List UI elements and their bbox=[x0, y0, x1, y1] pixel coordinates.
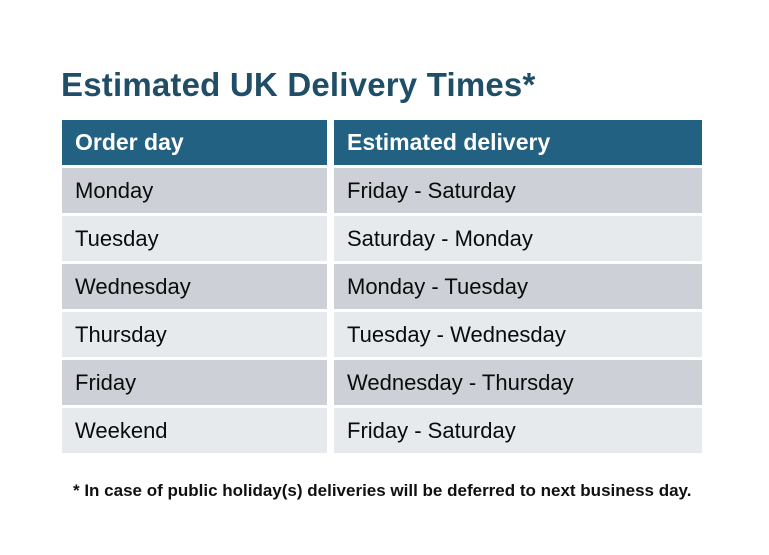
table-cell: Friday - Saturday bbox=[334, 168, 702, 213]
table-cell: Tuesday bbox=[62, 216, 327, 261]
footnote: * In case of public holiday(s) deliverie… bbox=[73, 481, 692, 500]
table-cell: Monday bbox=[62, 168, 327, 213]
delivery-table: Order day Estimated delivery Monday Frida… bbox=[62, 120, 702, 453]
header-cell-estimated-delivery: Estimated delivery bbox=[334, 120, 702, 165]
page-title: Estimated UK Delivery Times* bbox=[61, 66, 536, 104]
table-cell: Friday - Saturday bbox=[334, 408, 702, 453]
table-cell: Monday - Tuesday bbox=[334, 264, 702, 309]
table-cell: Saturday - Monday bbox=[334, 216, 702, 261]
table-cell: Friday bbox=[62, 360, 327, 405]
table-cell: Weekend bbox=[62, 408, 327, 453]
table-cell: Thursday bbox=[62, 312, 327, 357]
table-cell: Wednesday - Thursday bbox=[334, 360, 702, 405]
table-cell: Wednesday bbox=[62, 264, 327, 309]
header-cell-order-day: Order day bbox=[62, 120, 327, 165]
table-cell: Tuesday - Wednesday bbox=[334, 312, 702, 357]
